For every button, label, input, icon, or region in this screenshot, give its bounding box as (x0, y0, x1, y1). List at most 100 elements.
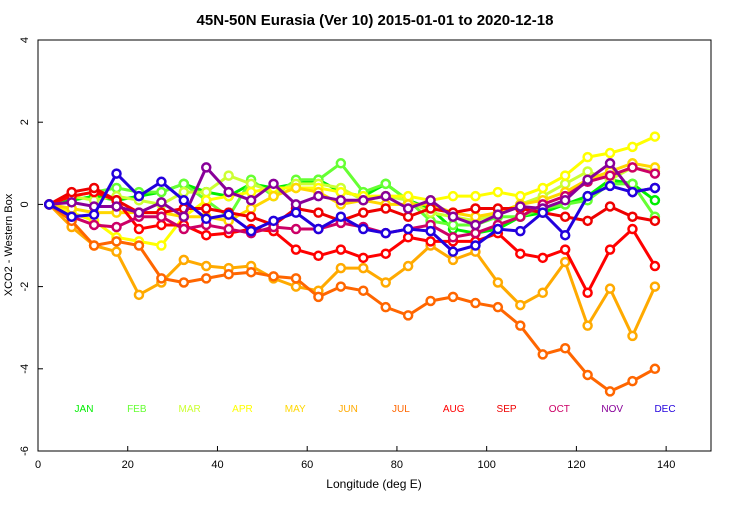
data-point (268, 215, 279, 227)
data-point (313, 291, 324, 303)
data-point (649, 182, 661, 194)
data-point (649, 168, 661, 179)
data-point (245, 203, 257, 214)
data-point (649, 260, 661, 272)
data-point (335, 244, 347, 255)
data-point (178, 195, 190, 206)
data-point (582, 287, 593, 299)
data-point (582, 151, 593, 163)
data-point (582, 320, 593, 331)
data-point (358, 195, 369, 206)
data-point (111, 201, 122, 212)
data-point (156, 186, 167, 198)
data-point (604, 170, 616, 181)
data-point (492, 301, 504, 313)
data-point (537, 207, 548, 218)
data-point (492, 209, 504, 220)
data-point (425, 203, 436, 214)
x-tick-label: 120 (567, 459, 585, 471)
data-point (380, 248, 391, 259)
data-point (402, 232, 414, 243)
x-tick-label: 60 (301, 459, 313, 471)
data-point (156, 197, 167, 208)
data-point (470, 297, 481, 309)
data-point (425, 295, 436, 307)
data-point (627, 141, 638, 153)
data-point (582, 215, 593, 227)
data-point (245, 211, 257, 222)
data-point (380, 301, 391, 313)
data-point (313, 190, 324, 202)
data-point (537, 287, 548, 299)
data-point (425, 225, 436, 237)
data-point (470, 227, 481, 239)
data-point (447, 232, 459, 243)
series-line (48, 165, 656, 239)
data-point (201, 195, 212, 206)
data-point (515, 320, 526, 331)
legend-item: SEP (497, 404, 517, 415)
data-point (649, 281, 661, 292)
data-point (88, 209, 100, 220)
data-point (604, 386, 616, 397)
data-point (537, 182, 548, 194)
data-point (402, 310, 414, 321)
data-point (559, 244, 571, 255)
data-point (268, 178, 279, 190)
data-point (492, 223, 504, 235)
data-point (402, 190, 414, 202)
data-point (582, 369, 593, 381)
data-point (627, 211, 638, 222)
data-point (201, 162, 212, 173)
data-point (604, 244, 616, 255)
y-tick-label: 2 (19, 119, 31, 125)
data-point (604, 283, 616, 294)
data-point (201, 203, 212, 214)
data-point (156, 273, 167, 284)
data-point (559, 256, 571, 268)
data-point (335, 158, 347, 169)
series-line (48, 190, 657, 295)
series-line (48, 172, 656, 254)
data-point (470, 219, 481, 231)
data-point (111, 182, 122, 194)
data-point (447, 254, 459, 266)
legend-item: DEC (654, 404, 675, 415)
data-point (515, 225, 526, 237)
data-point (223, 269, 234, 280)
data-point (268, 190, 279, 202)
legend-item: FEB (127, 404, 147, 415)
x-tick-label: 80 (391, 459, 403, 471)
data-point (201, 213, 212, 225)
data-point (201, 260, 212, 272)
data-point (66, 211, 77, 222)
data-point (627, 375, 638, 387)
x-tick-label: 20 (122, 459, 134, 471)
data-point (313, 223, 324, 235)
data-point (515, 201, 526, 212)
series-line (48, 203, 657, 338)
y-axis-label: XCO2 - Western Box (3, 193, 15, 296)
data-point (380, 227, 391, 239)
data-point (492, 186, 504, 198)
series-line (48, 186, 656, 227)
data-point (447, 211, 459, 222)
data-point (290, 223, 302, 235)
data-point (380, 277, 391, 288)
data-point (268, 271, 279, 282)
data-point (335, 186, 347, 198)
legend-item: MAR (179, 404, 201, 415)
data-point (447, 291, 459, 303)
data-point (582, 166, 593, 177)
data-point (178, 223, 190, 235)
data-point (223, 170, 234, 181)
legend: JAN FEB MAR APR MAY JUN JUL AUG SEP OCT NOV DEC (75, 404, 676, 415)
axes: 0 20 40 60 80 100 120 140 -6 -4 -2 0 2 4 (19, 37, 675, 471)
data-point (111, 236, 122, 247)
data-point (470, 190, 481, 202)
legend-item: NOV (601, 404, 623, 415)
data-point (290, 281, 302, 292)
x-tick-label: 100 (477, 459, 495, 471)
data-point (559, 211, 571, 222)
data-point (178, 277, 190, 288)
